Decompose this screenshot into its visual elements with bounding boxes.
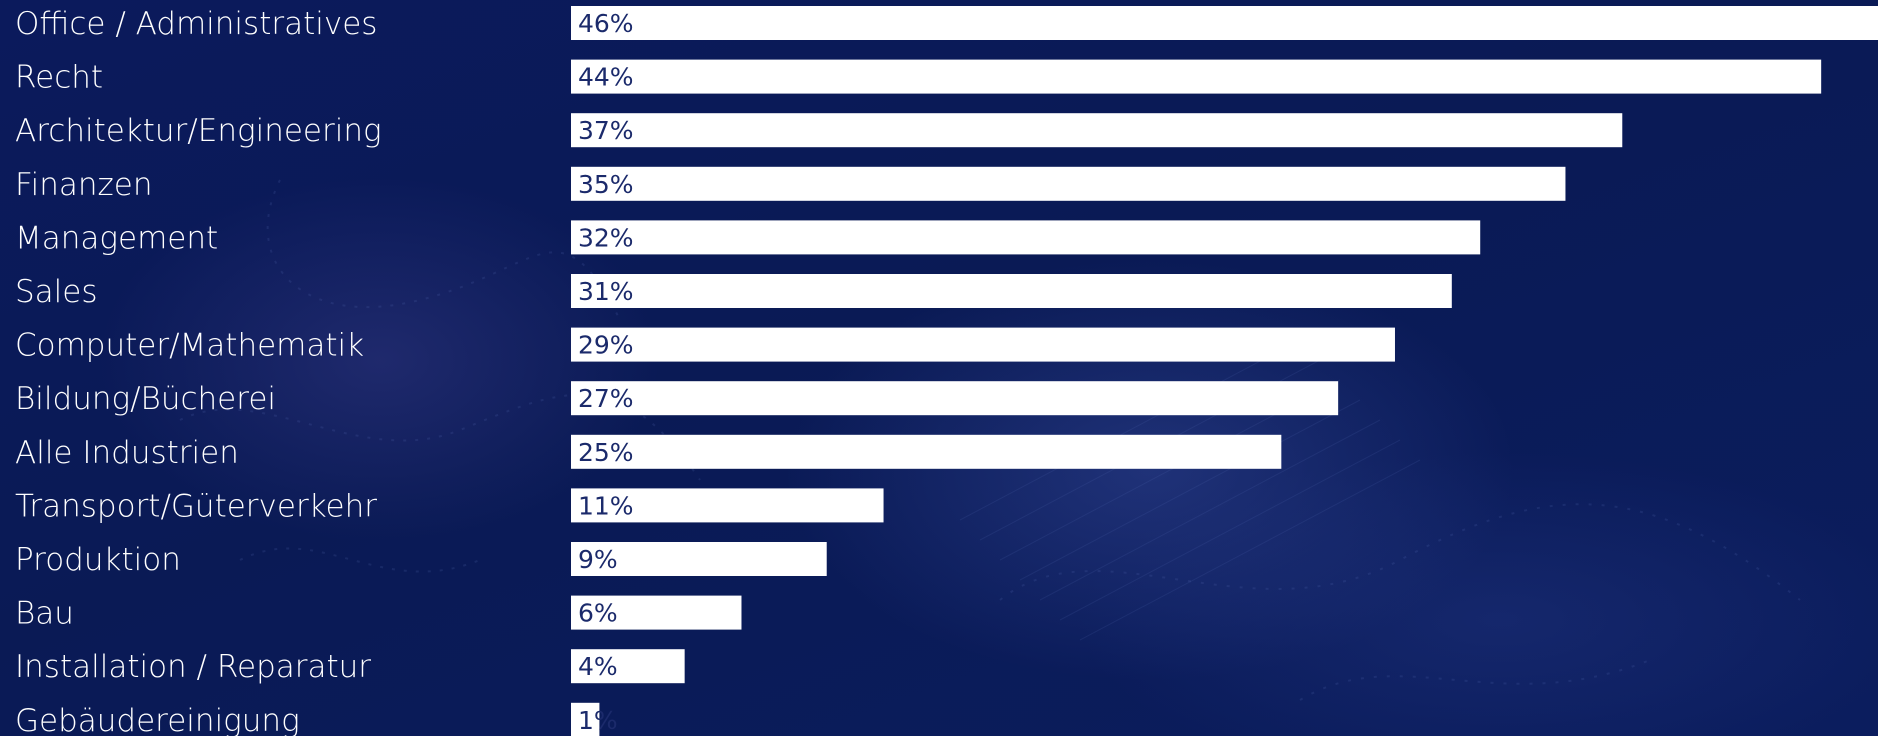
category-label: Management — [15, 220, 218, 256]
bar — [571, 381, 1339, 416]
bar — [571, 166, 1566, 201]
value-label: 25% — [578, 438, 634, 467]
bar — [571, 113, 1623, 148]
bar — [571, 595, 742, 630]
value-label: 35% — [578, 170, 634, 199]
bar — [571, 327, 1395, 362]
bar — [571, 649, 685, 684]
category-label: Bildung/Bücherei — [15, 381, 276, 417]
value-label: 29% — [578, 331, 634, 360]
category-label: Installation / Reparatur — [15, 649, 371, 685]
value-label: 31% — [578, 277, 634, 306]
bar — [571, 59, 1822, 94]
category-label: Gebäudereinigung — [15, 703, 300, 736]
category-labels: Office / Administratives Recht Architektur… — [15, 6, 382, 736]
category-label: Office / Administratives — [15, 6, 377, 42]
category-label: Sales — [15, 274, 98, 310]
value-label: 32% — [578, 223, 634, 252]
bar — [571, 274, 1452, 308]
value-label: 4% — [578, 652, 618, 681]
category-label: Bau — [15, 596, 74, 632]
value-label: 27% — [578, 384, 634, 413]
value-label: 46% — [578, 9, 634, 38]
value-label: 6% — [578, 599, 618, 628]
bar — [571, 6, 1878, 40]
bar — [571, 702, 600, 736]
category-label: Alle Industrien — [15, 435, 239, 471]
value-label: 11% — [578, 491, 634, 520]
category-label: Computer/Mathematik — [15, 328, 364, 364]
category-label: Produktion — [15, 542, 181, 578]
category-label: Finanzen — [15, 167, 152, 203]
bar — [571, 220, 1481, 255]
bar — [571, 542, 827, 576]
value-labels: 46% 44% 37% 35% 32% 31% 29% 27% 25% 11% 9% 6% 4% 1% — [578, 9, 634, 735]
value-label: 9% — [578, 545, 618, 574]
category-label: Transport/Güterverkehr — [15, 488, 377, 524]
category-label: Architektur/Engineering — [15, 113, 382, 149]
bar — [571, 434, 1282, 469]
value-label: 37% — [578, 116, 634, 145]
bars — [571, 6, 1878, 736]
category-label: Recht — [15, 60, 103, 96]
bar — [571, 488, 884, 523]
value-label: 44% — [578, 63, 634, 92]
value-label: 1% — [578, 706, 618, 735]
